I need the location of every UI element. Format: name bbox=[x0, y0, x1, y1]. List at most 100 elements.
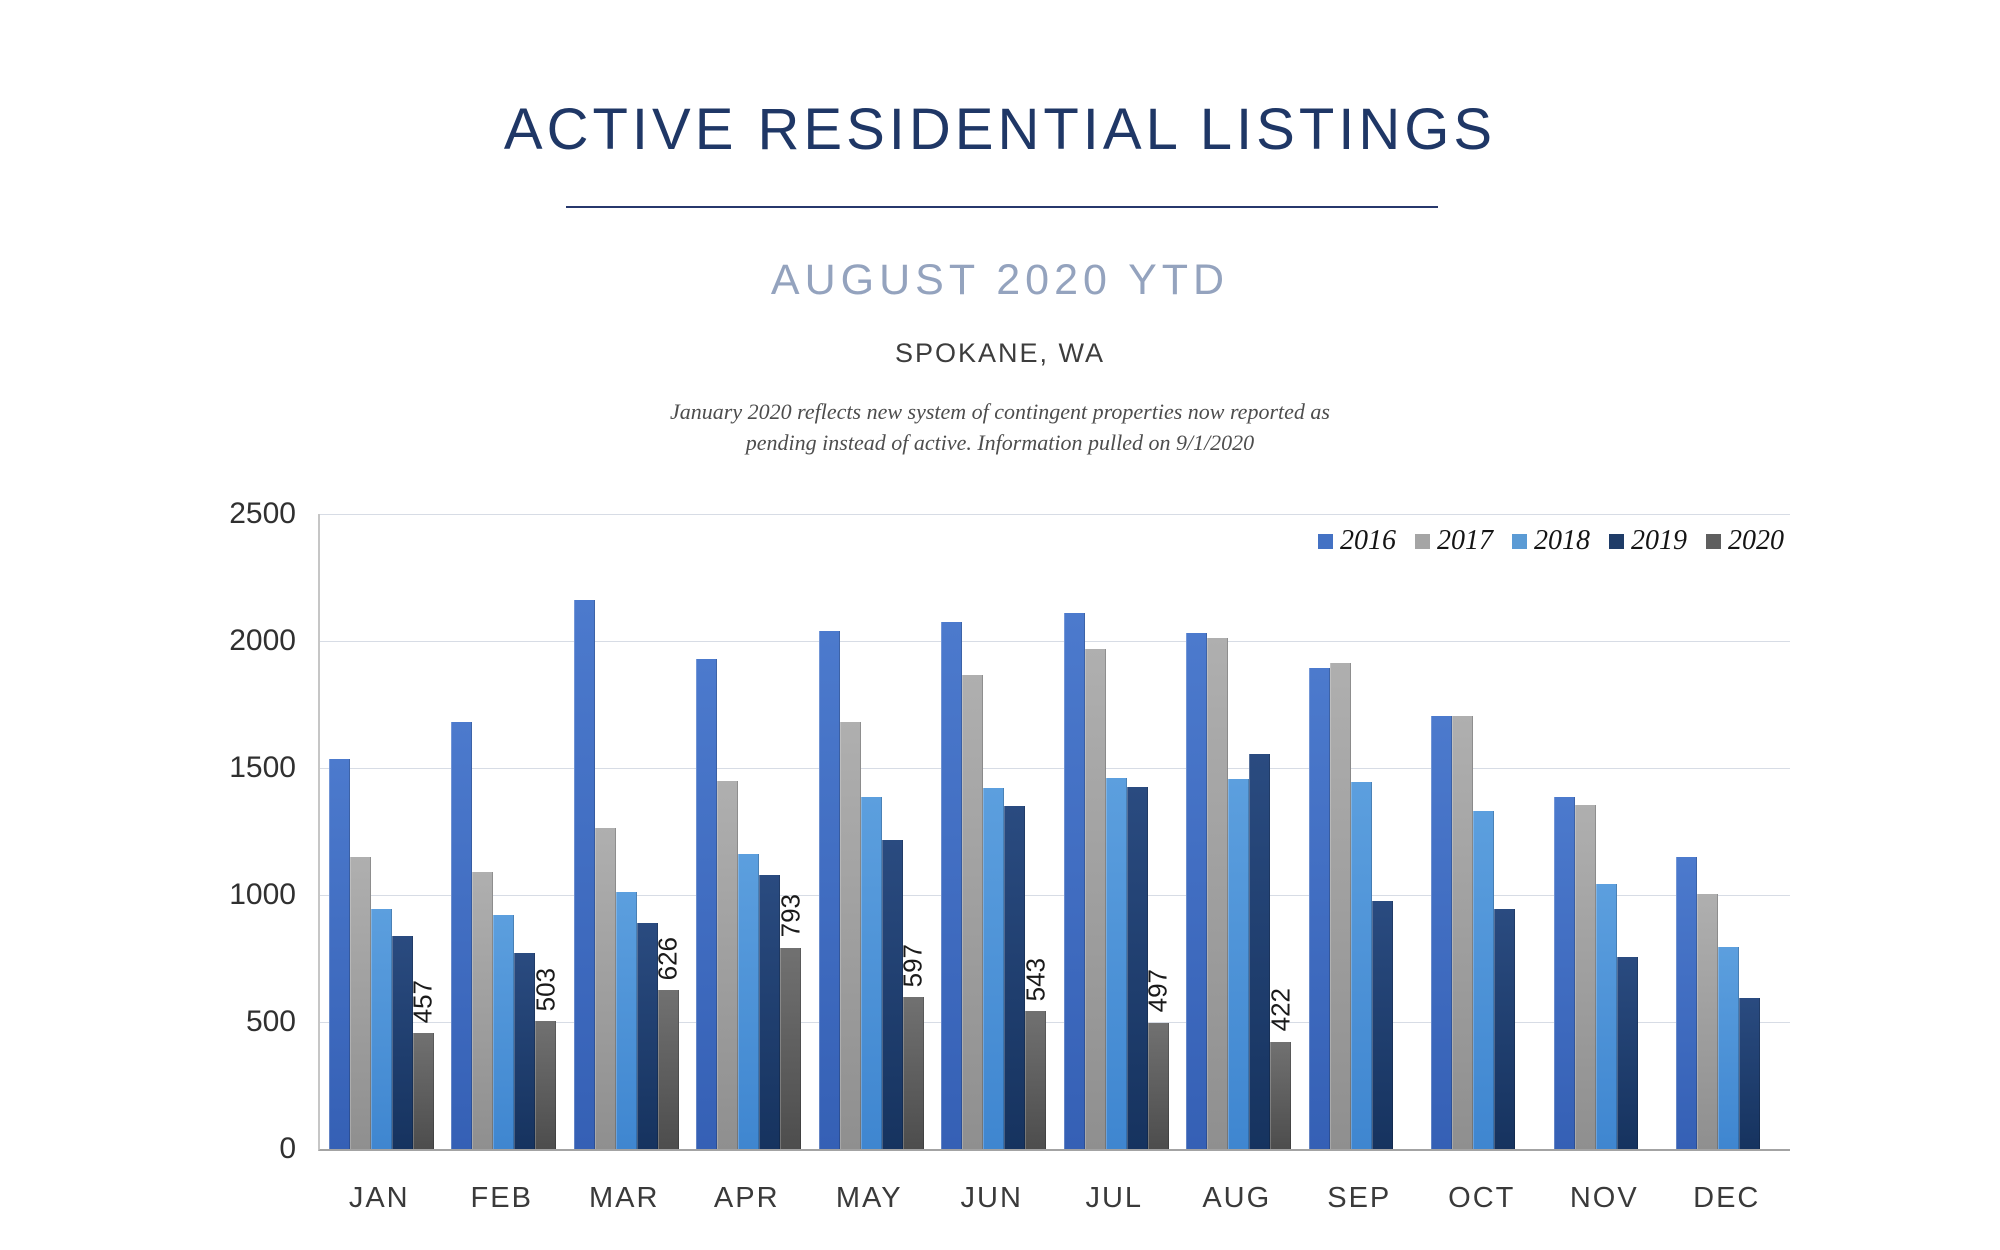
bar-2018-aug bbox=[1228, 779, 1250, 1149]
bar-slot-2018 bbox=[1595, 883, 1617, 1149]
bar-2016-nov bbox=[1553, 797, 1575, 1149]
bar-2019-aug bbox=[1249, 754, 1271, 1149]
bar-2018-mar bbox=[615, 892, 637, 1149]
bar-2019-feb bbox=[514, 953, 536, 1149]
bar-slot-2019 bbox=[881, 840, 903, 1149]
bar-slot-2016 bbox=[451, 722, 473, 1149]
bar-2017-jan bbox=[349, 856, 371, 1149]
bar-slot-2018 bbox=[1473, 811, 1495, 1149]
bar-slot-2018 bbox=[738, 854, 760, 1149]
bar-slot-2016 bbox=[1553, 797, 1575, 1149]
bar-2018-may bbox=[860, 797, 882, 1149]
x-axis-label-dec: DEC bbox=[1693, 1182, 1761, 1214]
bar-slot-2017 bbox=[594, 827, 616, 1149]
subtitle: AUGUST 2020 YTD bbox=[770, 256, 1230, 304]
bar-slot-2017 bbox=[1574, 804, 1596, 1149]
bar-2018-nov bbox=[1595, 883, 1617, 1149]
legend-swatch-2017 bbox=[1415, 533, 1430, 549]
gridline-2000 bbox=[320, 641, 1790, 642]
legend-label-2018: 2018 bbox=[1534, 525, 1590, 556]
bar-slot-2017 bbox=[839, 722, 861, 1149]
bar-2018-oct bbox=[1473, 811, 1495, 1149]
bar-slot-2016 bbox=[696, 658, 718, 1149]
bar-slot-2020: 626 bbox=[653, 937, 683, 1149]
y-tick-label: 1500 bbox=[229, 751, 296, 784]
bar-slot-2018 bbox=[493, 915, 515, 1149]
gridline-2500 bbox=[320, 514, 1790, 515]
bar-2017-oct bbox=[1452, 715, 1474, 1149]
y-tick-label: 1000 bbox=[229, 878, 296, 911]
bar-2017-sep bbox=[1329, 662, 1351, 1149]
bar-slot-2016 bbox=[1063, 613, 1085, 1149]
bar-slot-2018 bbox=[983, 788, 1005, 1149]
bar-slot-2019 bbox=[1739, 997, 1761, 1149]
bar-2017-jun bbox=[962, 675, 984, 1149]
bar-2017-dec bbox=[1697, 893, 1719, 1149]
bar-slot-2019 bbox=[1616, 957, 1638, 1149]
bar-2017-nov bbox=[1574, 804, 1596, 1149]
bar-value-label: 497 bbox=[1142, 969, 1173, 1013]
bar-value-label: 503 bbox=[530, 967, 561, 1012]
bar-slot-2019 bbox=[1371, 901, 1393, 1149]
legend-item-2016: 2016 bbox=[1318, 525, 1396, 557]
chart-note: January 2020 reflects new system of cont… bbox=[0, 396, 2000, 458]
bar-slot-2018 bbox=[615, 892, 637, 1149]
x-axis-label-jan: JAN bbox=[348, 1182, 410, 1214]
bar-2017-apr bbox=[717, 780, 739, 1149]
bar-slot-2020: 597 bbox=[898, 944, 928, 1149]
bar-groups: 457 503 626 793 597 543 497 422 bbox=[320, 514, 1790, 1149]
bar-value-label: 626 bbox=[652, 936, 683, 980]
bar-slot-2017 bbox=[1207, 638, 1229, 1149]
bar-2016-jan bbox=[328, 759, 350, 1149]
legend-swatch-2018 bbox=[1512, 533, 1527, 549]
bar-2016-oct bbox=[1431, 715, 1453, 1149]
chart-note-line1: January 2020 reflects new system of cont… bbox=[670, 399, 1330, 424]
bar-slot-2017 bbox=[962, 675, 984, 1149]
legend-label-2020: 2020 bbox=[1728, 525, 1784, 556]
bar-group-aug: 422 bbox=[1178, 514, 1301, 1149]
bar-2019-dec bbox=[1739, 997, 1761, 1149]
y-tick-label: 2000 bbox=[229, 624, 296, 657]
bar-group-may: 597 bbox=[810, 514, 933, 1149]
bar-2019-sep bbox=[1371, 901, 1393, 1149]
legend-item-2020: 2020 bbox=[1706, 525, 1784, 557]
bar-2016-apr bbox=[696, 658, 718, 1149]
bar-2017-mar bbox=[594, 827, 616, 1149]
bar-slot-2019 bbox=[1126, 787, 1148, 1149]
x-axis-label-sep: SEP bbox=[1327, 1182, 1392, 1214]
legend-item-2017: 2017 bbox=[1415, 525, 1493, 557]
bar-2019-apr bbox=[759, 874, 781, 1149]
bar-slot-2017 bbox=[1084, 648, 1106, 1149]
x-axis-label-nov: NOV bbox=[1569, 1182, 1639, 1214]
bar-slot-2017 bbox=[1452, 715, 1474, 1149]
legend-item-2018: 2018 bbox=[1512, 525, 1590, 557]
legend-swatch-2020 bbox=[1706, 533, 1721, 549]
bar-group-apr: 793 bbox=[688, 514, 811, 1149]
bar-slot-2020: 422 bbox=[1265, 988, 1295, 1149]
bar-2018-jun bbox=[983, 788, 1005, 1149]
bar-2017-may bbox=[839, 722, 861, 1149]
y-tick-label: 500 bbox=[245, 1005, 296, 1038]
bar-2020-aug bbox=[1270, 1041, 1292, 1149]
bar-2018-apr bbox=[738, 854, 760, 1149]
bar-2016-sep bbox=[1308, 667, 1330, 1149]
bar-2019-jun bbox=[1004, 806, 1026, 1149]
bar-slot-2017 bbox=[1697, 893, 1719, 1149]
bar-slot-2018 bbox=[370, 908, 392, 1149]
bar-2016-dec bbox=[1676, 856, 1698, 1149]
x-axis-label-jul: JUL bbox=[1085, 1182, 1144, 1214]
bar-group-oct bbox=[1423, 514, 1546, 1149]
bar-2018-sep bbox=[1350, 781, 1372, 1149]
bar-slot-2017 bbox=[349, 856, 371, 1149]
x-axis-label-aug: AUG bbox=[1202, 1182, 1272, 1214]
x-axis-label-apr: APR bbox=[713, 1182, 780, 1214]
legend-item-2019: 2019 bbox=[1609, 525, 1687, 557]
bar-slot-2019 bbox=[514, 953, 536, 1149]
x-axis-labels: JAN FEB MAR APR MAY JUN JUL AUG SEP OCT NOV DEC bbox=[318, 1160, 1788, 1215]
bar-2020-may bbox=[902, 997, 924, 1149]
bar-group-jun: 543 bbox=[933, 514, 1056, 1149]
bar-slot-2016 bbox=[328, 759, 350, 1149]
bar-slot-2018 bbox=[860, 797, 882, 1149]
bar-slot-2016 bbox=[1186, 633, 1208, 1149]
